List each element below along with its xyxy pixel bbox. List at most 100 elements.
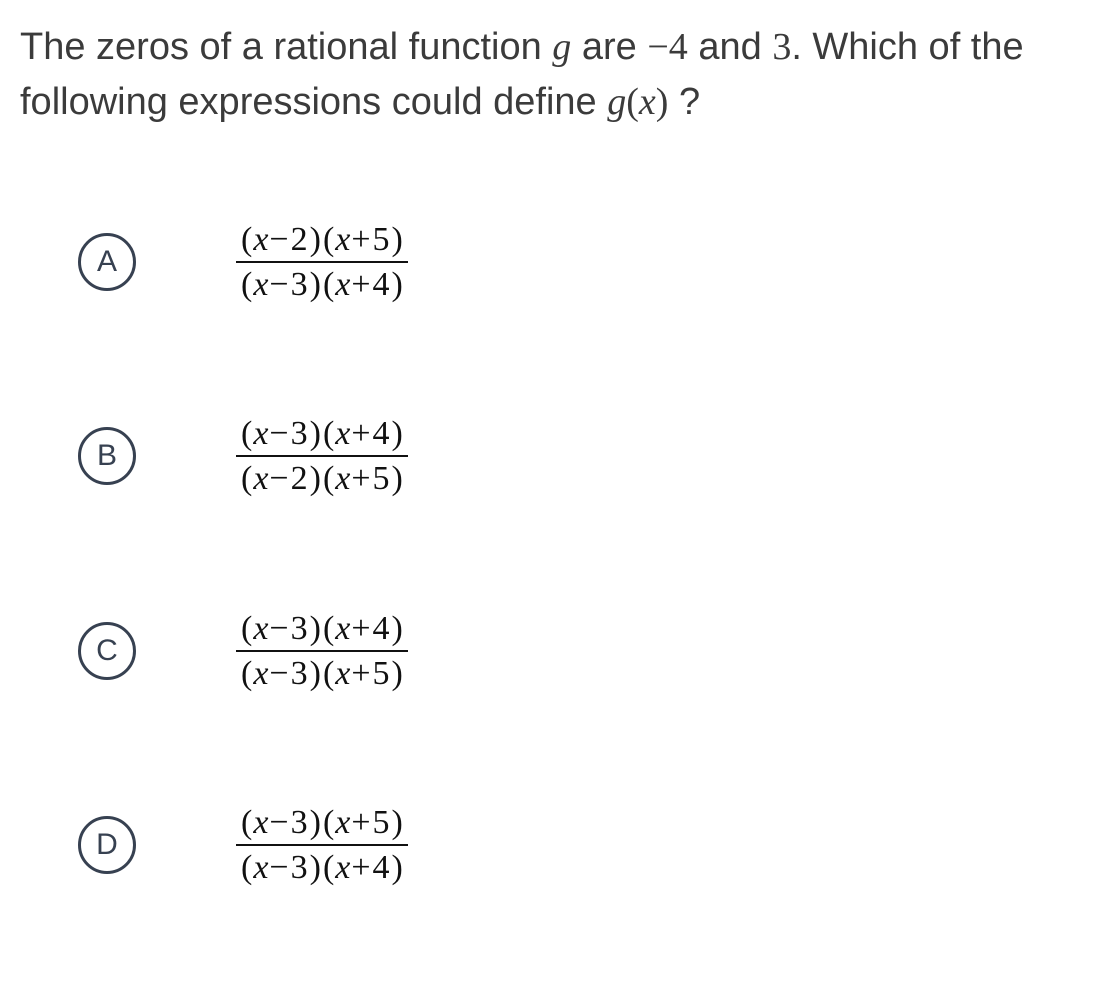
var-x: x xyxy=(335,460,350,497)
var-x: x xyxy=(253,655,268,692)
number: 4 xyxy=(372,415,391,452)
var-x: x xyxy=(253,849,268,886)
var-x: x xyxy=(253,804,268,841)
fraction-numerator: (x−3)(x+5) xyxy=(236,803,408,846)
number: 3 xyxy=(290,655,309,692)
paren-open: ( xyxy=(240,266,253,303)
question-minus: − xyxy=(647,26,668,68)
paren-close: ) xyxy=(309,610,322,647)
paren-open: ( xyxy=(240,221,253,258)
number: 5 xyxy=(372,655,391,692)
paren-close: ) xyxy=(391,655,404,692)
paren-close: ) xyxy=(309,655,322,692)
fraction-denominator: (x−3)(x+4) xyxy=(236,263,408,304)
question-gx-close: ) xyxy=(656,81,669,123)
number: 4 xyxy=(372,266,391,303)
choice-b[interactable]: B (x−3)(x+4) (x−2)(x+5) xyxy=(78,414,1090,498)
var-x: x xyxy=(335,415,350,452)
var-x: x xyxy=(335,221,350,258)
paren-open: ( xyxy=(322,415,335,452)
paren-close: ) xyxy=(309,221,322,258)
paren-open: ( xyxy=(240,460,253,497)
paren-close: ) xyxy=(391,266,404,303)
var-x: x xyxy=(335,655,350,692)
operator: + xyxy=(350,655,371,692)
choice-letter: D xyxy=(78,816,136,874)
question-text: are xyxy=(571,26,647,68)
var-x: x xyxy=(253,266,268,303)
paren-close: ) xyxy=(309,849,322,886)
var-x: x xyxy=(253,221,268,258)
number: 4 xyxy=(372,849,391,886)
paren-close: ) xyxy=(391,460,404,497)
var-x: x xyxy=(253,610,268,647)
fraction-denominator: (x−3)(x+5) xyxy=(236,652,408,693)
number: 4 xyxy=(372,610,391,647)
operator: + xyxy=(350,415,371,452)
paren-open: ( xyxy=(322,221,335,258)
operator: + xyxy=(350,221,371,258)
fraction-denominator: (x−2)(x+5) xyxy=(236,457,408,498)
choice-letter: A xyxy=(78,233,136,291)
fraction-numerator: (x−3)(x+4) xyxy=(236,609,408,652)
number: 3 xyxy=(290,415,309,452)
choice-expression: (x−3)(x+4) (x−2)(x+5) xyxy=(236,414,408,498)
choice-d[interactable]: D (x−3)(x+5) (x−3)(x+4) xyxy=(78,803,1090,887)
paren-close: ) xyxy=(391,221,404,258)
operator: − xyxy=(268,849,289,886)
choice-expression: (x−3)(x+4) (x−3)(x+5) xyxy=(236,609,408,693)
operator: − xyxy=(268,655,289,692)
paren-close: ) xyxy=(309,266,322,303)
operator: − xyxy=(268,221,289,258)
paren-close: ) xyxy=(391,415,404,452)
paren-open: ( xyxy=(240,849,253,886)
fraction-numerator: (x−3)(x+4) xyxy=(236,414,408,457)
choice-c[interactable]: C (x−3)(x+4) (x−3)(x+5) xyxy=(78,609,1090,693)
paren-close: ) xyxy=(391,804,404,841)
fraction-numerator: (x−2)(x+5) xyxy=(236,220,408,263)
number: 5 xyxy=(372,804,391,841)
operator: + xyxy=(350,610,371,647)
question-text: and xyxy=(688,26,773,68)
paren-open: ( xyxy=(322,849,335,886)
paren-close: ) xyxy=(309,804,322,841)
paren-open: ( xyxy=(240,415,253,452)
paren-open: ( xyxy=(240,804,253,841)
operator: + xyxy=(350,460,371,497)
paren-open: ( xyxy=(240,655,253,692)
question-num-4: 4 xyxy=(669,26,688,68)
paren-open: ( xyxy=(322,610,335,647)
paren-open: ( xyxy=(322,655,335,692)
question-gx-g: g xyxy=(607,81,626,123)
var-x: x xyxy=(335,266,350,303)
number: 5 xyxy=(372,460,391,497)
question-gx-open: ( xyxy=(626,81,639,123)
paren-close: ) xyxy=(391,849,404,886)
question-text: ? xyxy=(668,81,700,123)
choice-expression: (x−2)(x+5) (x−3)(x+4) xyxy=(236,220,408,304)
choices-list: A (x−2)(x+5) (x−3)(x+4) B (x−3)(x+4) (x−… xyxy=(20,220,1090,887)
operator: − xyxy=(268,610,289,647)
number: 3 xyxy=(290,610,309,647)
var-x: x xyxy=(335,849,350,886)
choice-letter: C xyxy=(78,622,136,680)
number: 2 xyxy=(290,460,309,497)
number: 3 xyxy=(290,266,309,303)
operator: − xyxy=(268,266,289,303)
number: 2 xyxy=(290,221,309,258)
operator: + xyxy=(350,804,371,841)
paren-close: ) xyxy=(391,610,404,647)
fraction-denominator: (x−3)(x+4) xyxy=(236,846,408,887)
number: 5 xyxy=(372,221,391,258)
operator: − xyxy=(268,460,289,497)
question-var-g: g xyxy=(552,26,571,68)
operator: + xyxy=(350,849,371,886)
var-x: x xyxy=(253,460,268,497)
var-x: x xyxy=(335,610,350,647)
number: 3 xyxy=(290,804,309,841)
paren-close: ) xyxy=(309,460,322,497)
question-stem: The zeros of a rational function g are −… xyxy=(20,20,1090,130)
paren-open: ( xyxy=(322,266,335,303)
choice-a[interactable]: A (x−2)(x+5) (x−3)(x+4) xyxy=(78,220,1090,304)
paren-open: ( xyxy=(240,610,253,647)
